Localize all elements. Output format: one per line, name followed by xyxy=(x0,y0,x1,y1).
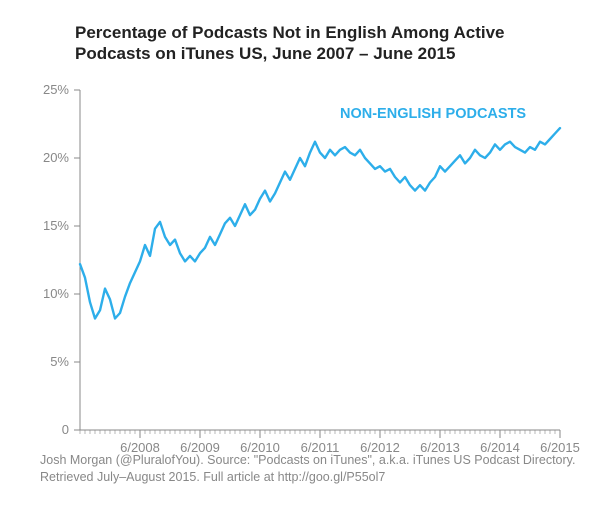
caption-line1: Josh Morgan (@PluralofYou). Source: "Pod… xyxy=(40,452,575,469)
svg-text:15%: 15% xyxy=(43,218,69,233)
caption-line2: Retrieved July–August 2015. Full article… xyxy=(40,469,575,486)
series-label: NON-ENGLISH PODCASTS xyxy=(340,106,526,122)
chart-title-line2: Podcasts on iTunes US, June 2007 – June … xyxy=(75,43,570,64)
svg-text:25%: 25% xyxy=(43,82,69,97)
chart-svg: 05%10%15%20%25%6/20086/20096/20106/20116… xyxy=(0,0,590,510)
chart-title: Percentage of Podcasts Not in English Am… xyxy=(75,22,570,65)
chart-container: { "title_line1": "Percentage of Podcasts… xyxy=(0,0,590,510)
chart-caption: Josh Morgan (@PluralofYou). Source: "Pod… xyxy=(40,452,575,486)
chart-title-line1: Percentage of Podcasts Not in English Am… xyxy=(75,22,570,43)
svg-text:20%: 20% xyxy=(43,150,69,165)
svg-text:5%: 5% xyxy=(50,354,69,369)
svg-text:0: 0 xyxy=(62,422,69,437)
svg-text:10%: 10% xyxy=(43,286,69,301)
